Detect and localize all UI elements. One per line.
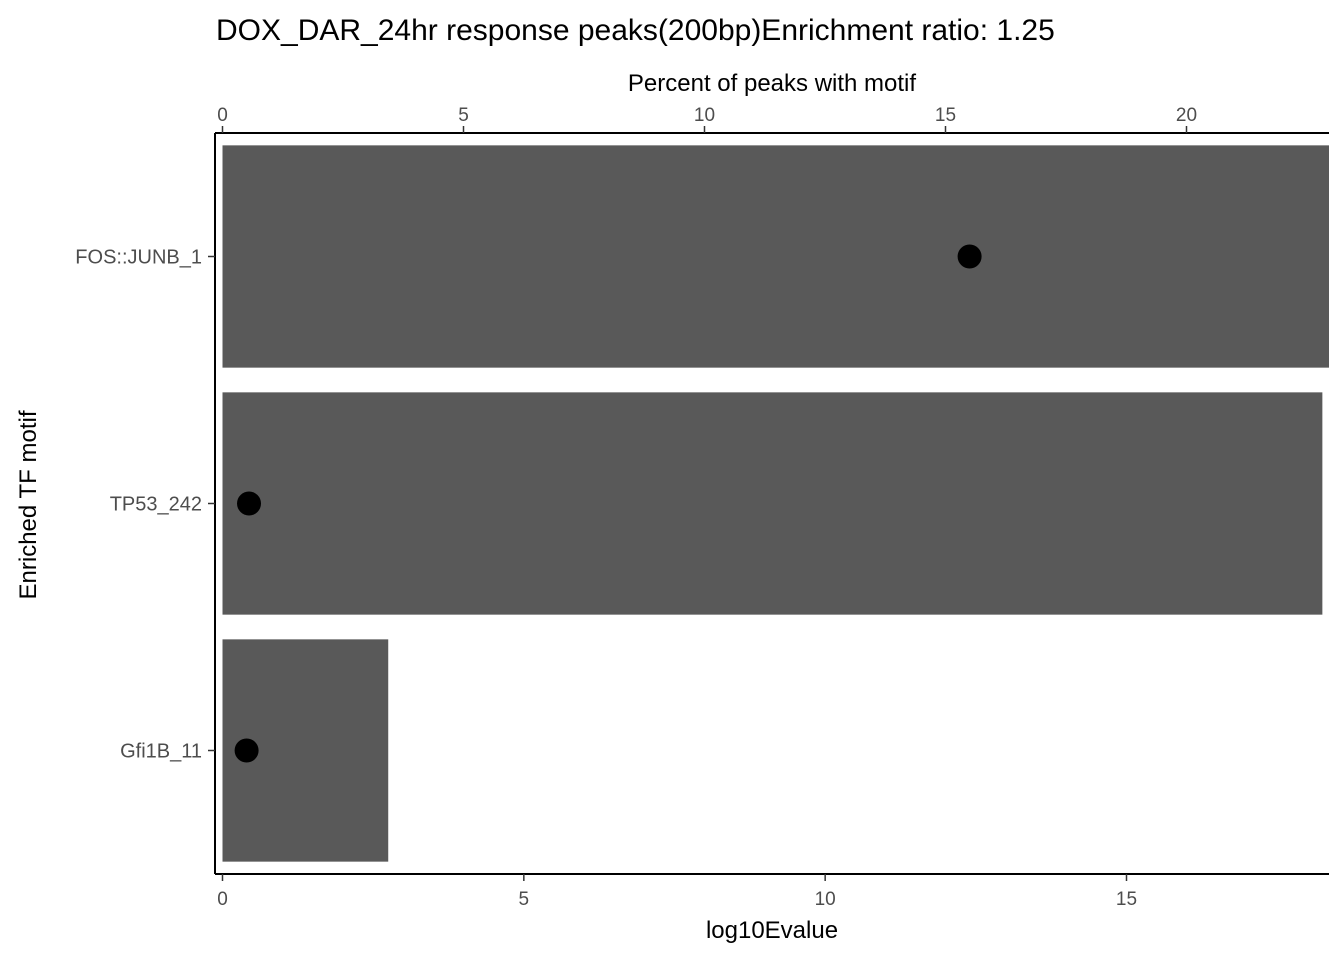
bottom-axis-tick-label: 15	[1116, 889, 1137, 910]
point-gfi1b-11	[234, 738, 259, 763]
bottom-axis-tick-label: 5	[519, 889, 530, 910]
y-tick-label: TP53_242	[110, 494, 202, 516]
point-tp53-242	[237, 491, 262, 516]
top-axis-tick-label: 0	[217, 105, 228, 126]
points-layer	[234, 244, 982, 763]
chart-title: DOX_DAR_24hr response peaks(200bp)Enrich…	[216, 14, 1055, 47]
y-tick-label: FOS::JUNB_1	[75, 247, 202, 269]
bars-layer	[222, 145, 1329, 862]
y-axis-title: Enriched TF motif	[15, 410, 42, 599]
bar-fos-junb-1	[222, 145, 1329, 368]
bottom-axis-tick-label: 0	[217, 889, 228, 910]
top-axis-tick-label: 5	[458, 105, 469, 126]
top-axis-tick-label: 20	[1176, 105, 1197, 126]
y-tick-label: Gfi1B_11	[120, 741, 202, 763]
top-axis-title: Percent of peaks with motif	[628, 70, 916, 97]
top-axis-tick-label: 15	[935, 105, 956, 126]
bottom-axis-tick-label: 10	[815, 889, 836, 910]
point-fos-junb-1	[957, 244, 982, 269]
bottom-axis-title: log10Evalue	[706, 917, 838, 944]
top-axis-tick-label: 10	[694, 105, 715, 126]
bar-tp53-242	[222, 392, 1323, 615]
